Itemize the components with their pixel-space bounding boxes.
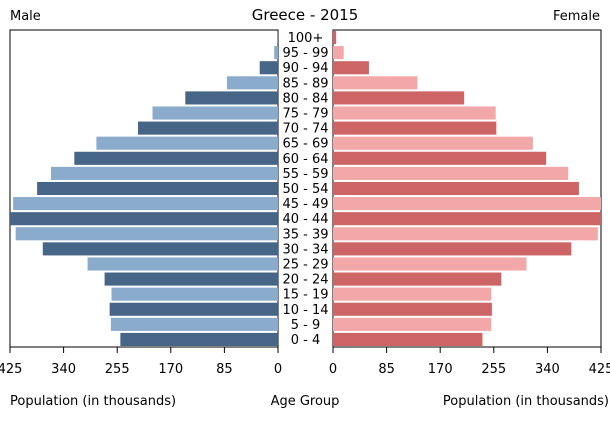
female-x-tick-label: 0 xyxy=(329,362,337,377)
age-group-label: 50 - 54 xyxy=(282,182,328,197)
female-bar xyxy=(333,242,572,256)
female-bar xyxy=(333,197,601,211)
male-bar xyxy=(259,61,278,75)
male-x-axis: 0 85 170 255 340 425 xyxy=(0,347,282,377)
male-bar xyxy=(104,272,279,286)
male-bar xyxy=(274,46,278,60)
female-x-tick-label: 170 xyxy=(428,362,453,377)
female-bar xyxy=(333,227,598,241)
female-bar xyxy=(333,332,483,346)
female-bar xyxy=(333,46,344,60)
female-bar xyxy=(333,61,369,75)
male-bar xyxy=(277,31,278,45)
female-bar xyxy=(333,272,502,286)
age-group-label: 30 - 34 xyxy=(282,242,328,257)
female-bar xyxy=(333,136,533,150)
age-group-label: 65 - 69 xyxy=(282,137,328,152)
female-x-tick-label: 85 xyxy=(378,362,395,377)
age-group-label: 70 - 74 xyxy=(282,122,328,137)
age-group-axis-title: Age Group xyxy=(271,394,340,409)
female-bar xyxy=(333,121,497,135)
male-bar xyxy=(50,166,278,180)
male-x-tick-label: 0 xyxy=(274,362,282,377)
male-x-tick-label: 340 xyxy=(51,362,76,377)
female-bar xyxy=(333,166,569,180)
age-group-label: 35 - 39 xyxy=(282,227,328,242)
female-bar xyxy=(333,31,337,45)
male-bar xyxy=(152,106,278,120)
male-bar xyxy=(13,197,278,211)
male-x-axis-title: Population (in thousands) xyxy=(10,394,176,409)
female-bar xyxy=(333,212,601,226)
female-x-tick-label: 340 xyxy=(535,362,560,377)
male-bar xyxy=(96,136,278,150)
male-bar xyxy=(120,332,279,346)
age-group-label: 60 - 64 xyxy=(282,152,328,167)
male-bar xyxy=(185,91,278,105)
female-bar xyxy=(333,257,527,271)
age-group-label: 100+ xyxy=(288,31,324,46)
age-group-label: 20 - 24 xyxy=(282,273,328,288)
male-bar xyxy=(109,302,279,316)
age-group-label: 85 - 89 xyxy=(282,76,328,91)
male-bar xyxy=(111,287,278,301)
female-bar xyxy=(333,151,547,165)
female-bars xyxy=(333,31,601,346)
female-bar xyxy=(333,76,418,90)
male-bar xyxy=(15,227,279,241)
male-bar xyxy=(226,76,278,90)
age-group-label: 95 - 99 xyxy=(282,46,328,61)
age-group-label: 10 - 14 xyxy=(282,303,328,318)
female-label: Female xyxy=(553,9,600,24)
age-group-label: 5 - 9 xyxy=(291,318,321,333)
male-bar xyxy=(10,212,278,226)
male-bar xyxy=(110,317,278,331)
male-bar xyxy=(74,151,278,165)
female-bar xyxy=(333,91,465,105)
female-x-axis: 0 85 170 255 340 425 xyxy=(329,347,610,377)
age-group-label: 45 - 49 xyxy=(282,197,328,212)
female-x-tick-label: 255 xyxy=(481,362,506,377)
male-bar xyxy=(87,257,279,271)
female-bar xyxy=(333,106,496,120)
female-bar xyxy=(333,317,492,331)
male-x-tick-label: 255 xyxy=(105,362,130,377)
age-group-label: 25 - 29 xyxy=(282,257,328,272)
male-bars xyxy=(10,31,279,346)
male-bar xyxy=(138,121,278,135)
male-bar xyxy=(37,181,278,196)
female-x-axis-title: Population (in thousands) xyxy=(443,394,609,409)
male-label: Male xyxy=(10,9,41,24)
female-bar xyxy=(333,302,492,316)
age-group-label: 0 - 4 xyxy=(291,333,321,348)
age-group-label: 80 - 84 xyxy=(282,91,328,106)
female-bar xyxy=(333,287,492,301)
male-x-tick-label: 85 xyxy=(216,362,233,377)
age-group-label: 40 - 44 xyxy=(282,212,328,227)
age-group-label: 15 - 19 xyxy=(282,288,328,303)
age-group-label: 90 - 94 xyxy=(282,61,328,76)
male-x-tick-label: 170 xyxy=(158,362,183,377)
male-bar xyxy=(42,242,278,256)
female-x-tick-label: 425 xyxy=(589,362,610,377)
female-bar xyxy=(333,181,579,196)
chart-title: Greece - 2015 xyxy=(252,6,359,24)
male-x-tick-label: 425 xyxy=(0,362,22,377)
age-group-label: 55 - 59 xyxy=(282,167,328,182)
age-group-label: 75 - 79 xyxy=(282,107,328,122)
